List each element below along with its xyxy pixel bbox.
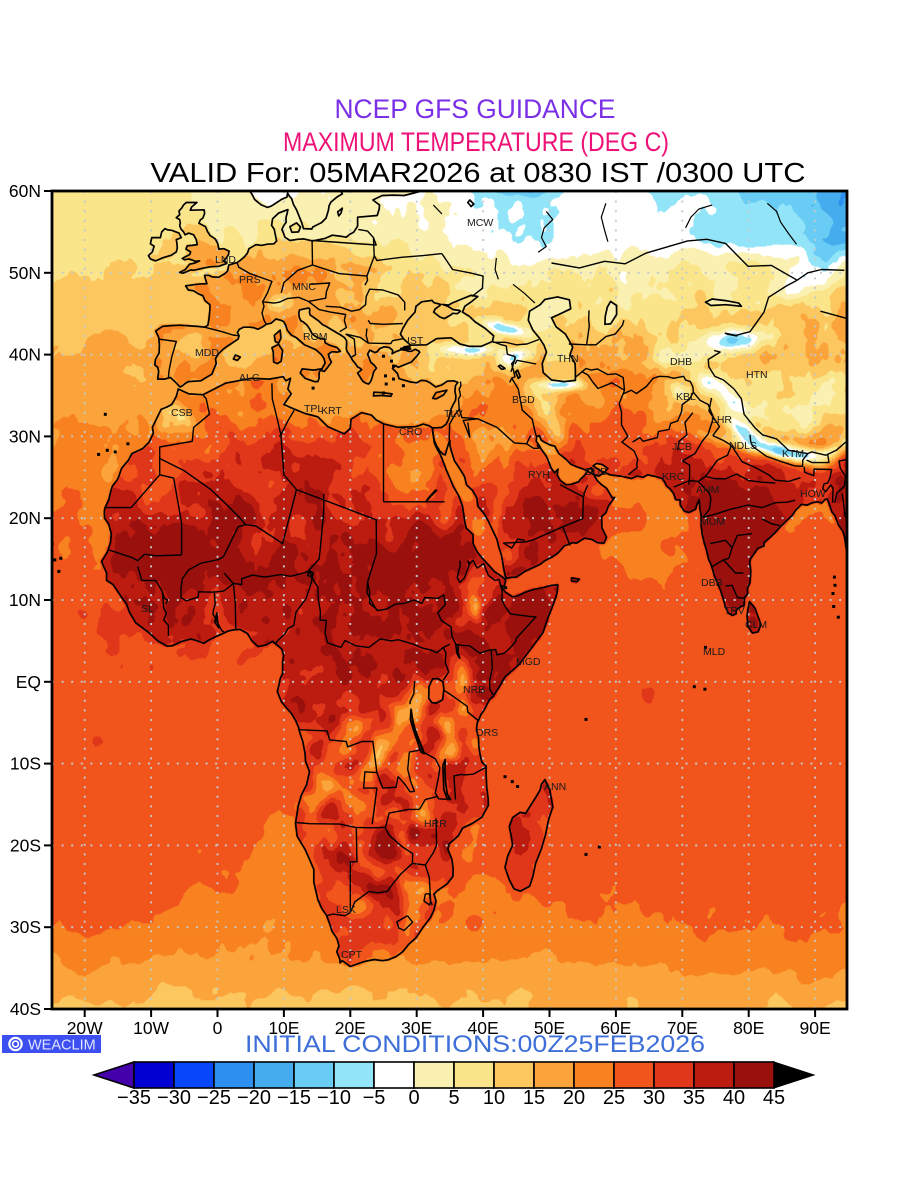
svg-text:45: 45	[763, 1087, 785, 1109]
svg-text:BGD: BGD	[512, 394, 535, 406]
svg-text:CSB: CSB	[171, 407, 193, 419]
svg-text:10S: 10S	[10, 754, 41, 774]
svg-text:90E: 90E	[800, 1018, 831, 1038]
svg-text:10N: 10N	[9, 590, 41, 610]
svg-text:HTN: HTN	[746, 369, 768, 381]
svg-text:ROM: ROM	[303, 331, 328, 343]
svg-text:DHB: DHB	[670, 356, 692, 368]
svg-text:MCW: MCW	[467, 217, 493, 229]
svg-text:VALID For: 05MAR2026 at 0830 I: VALID For: 05MAR2026 at 0830 IST /0300 U…	[151, 157, 806, 188]
svg-text:CRO: CRO	[399, 426, 422, 438]
svg-text:LHR: LHR	[711, 414, 732, 426]
svg-text:25: 25	[603, 1087, 625, 1109]
svg-text:ANN: ANN	[544, 781, 566, 793]
svg-text:MUM: MUM	[700, 516, 725, 528]
svg-text:30E: 30E	[401, 1018, 432, 1038]
svg-text:50E: 50E	[534, 1018, 565, 1038]
svg-text:−10: −10	[317, 1087, 351, 1109]
svg-text:NCEP GFS GUIDANCE: NCEP GFS GUIDANCE	[335, 94, 616, 124]
svg-text:−20: −20	[237, 1087, 271, 1109]
svg-text:HOW: HOW	[800, 488, 826, 500]
svg-text:15: 15	[523, 1087, 545, 1109]
svg-text:JCB: JCB	[672, 441, 692, 453]
svg-text:MLD: MLD	[703, 646, 726, 658]
svg-text:30S: 30S	[10, 917, 41, 937]
svg-text:40S: 40S	[10, 999, 41, 1019]
svg-text:35: 35	[683, 1087, 705, 1109]
svg-text:KBL: KBL	[676, 391, 696, 403]
svg-text:50N: 50N	[9, 263, 41, 283]
svg-text:TRV: TRV	[724, 605, 745, 617]
svg-text:LSK: LSK	[336, 904, 356, 916]
svg-text:NRB: NRB	[463, 684, 485, 696]
svg-text:0: 0	[408, 1087, 419, 1109]
svg-text:−30: −30	[157, 1087, 191, 1109]
svg-text:−25: −25	[197, 1087, 231, 1109]
svg-text:KTM: KTM	[782, 448, 804, 460]
svg-text:60E: 60E	[600, 1018, 631, 1038]
svg-text:KRC: KRC	[662, 471, 685, 483]
svg-text:CLM: CLM	[745, 619, 767, 631]
svg-text:SL: SL	[141, 603, 154, 615]
svg-text:TPL: TPL	[304, 403, 323, 415]
svg-text:RYH: RYH	[528, 469, 550, 481]
svg-text:CPT: CPT	[341, 949, 363, 961]
svg-text:TLV: TLV	[444, 408, 462, 420]
svg-text:20: 20	[563, 1087, 585, 1109]
svg-text:60N: 60N	[9, 181, 41, 201]
svg-text:MAXIMUM TEMPERATURE (DEG C): MAXIMUM TEMPERATURE (DEG C)	[283, 127, 669, 157]
svg-text:HRR: HRR	[424, 818, 447, 830]
svg-text:DBB: DBB	[701, 577, 723, 589]
svg-text:30N: 30N	[9, 426, 41, 446]
svg-text:MGD: MGD	[516, 656, 541, 668]
svg-text:PRS: PRS	[239, 274, 261, 286]
svg-text:−5: −5	[363, 1087, 386, 1109]
svg-text:LND: LND	[215, 254, 236, 266]
svg-text:AHM: AHM	[696, 484, 719, 496]
svg-text:MDD: MDD	[195, 347, 219, 359]
svg-text:DRS: DRS	[476, 727, 498, 739]
svg-text:INITIAL CONDITIONS:00Z25FEB202: INITIAL CONDITIONS:00Z25FEB2026	[245, 1031, 705, 1058]
svg-text:30: 30	[643, 1087, 665, 1109]
svg-text:WEACLIM: WEACLIM	[28, 1038, 96, 1054]
svg-text:40: 40	[723, 1087, 745, 1109]
svg-text:20S: 20S	[10, 835, 41, 855]
svg-text:−35: −35	[117, 1087, 151, 1109]
svg-text:ALG: ALG	[239, 372, 260, 384]
svg-text:10E: 10E	[268, 1018, 299, 1038]
svg-text:10: 10	[483, 1087, 505, 1109]
svg-text:80E: 80E	[733, 1018, 764, 1038]
svg-text:DUB: DUB	[585, 466, 607, 478]
svg-text:70E: 70E	[667, 1018, 698, 1038]
svg-text:0: 0	[213, 1018, 223, 1038]
svg-text:−15: −15	[277, 1087, 311, 1109]
svg-text:20N: 20N	[9, 508, 41, 528]
svg-text:EQ: EQ	[16, 672, 41, 692]
svg-text:40N: 40N	[9, 345, 41, 365]
svg-text:IST: IST	[407, 335, 424, 347]
svg-text:10W: 10W	[133, 1018, 169, 1038]
svg-text:NDLS: NDLS	[729, 440, 757, 452]
svg-text:20E: 20E	[335, 1018, 366, 1038]
svg-text:40E: 40E	[468, 1018, 499, 1038]
svg-text:MNC: MNC	[292, 281, 316, 293]
svg-text:5: 5	[448, 1087, 459, 1109]
svg-text:KRT: KRT	[321, 405, 342, 417]
svg-text:20W: 20W	[67, 1018, 103, 1038]
svg-text:THN: THN	[557, 353, 579, 365]
